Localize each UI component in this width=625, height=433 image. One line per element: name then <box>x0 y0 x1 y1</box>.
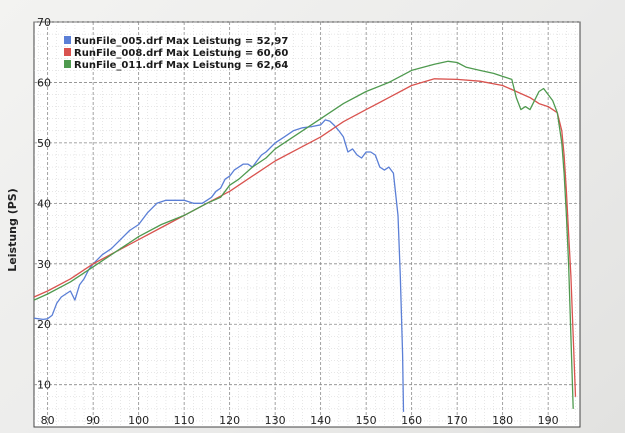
y-tick-label: 60 <box>37 76 51 89</box>
y-tick-label: 50 <box>37 137 51 150</box>
legend-label: RunFile_008.drf Max Leistung = 60,60 <box>74 48 288 59</box>
x-tick-label: 130 <box>265 414 286 427</box>
x-tick-label: 80 <box>41 414 55 427</box>
y-tick-label: 10 <box>37 379 51 392</box>
series-line-1 <box>33 119 405 412</box>
y-tick-label: 40 <box>37 197 51 210</box>
grid <box>34 21 580 427</box>
x-tick-label: 170 <box>447 414 468 427</box>
legend-swatch <box>64 48 71 56</box>
x-tick-label: 120 <box>219 414 240 427</box>
legend-swatch <box>64 36 71 44</box>
plot-area <box>33 21 581 428</box>
x-tick-label: 110 <box>174 414 195 427</box>
legend-swatch <box>64 60 71 68</box>
y-tick-labels: 10 20 30 40 50 60 70 <box>37 16 51 392</box>
x-tick-label: 190 <box>538 414 559 427</box>
y-tick-label: 30 <box>37 258 51 271</box>
x-tick-label: 140 <box>310 414 331 427</box>
legend: RunFile_005.drf Max Leistung = 52,97RunF… <box>64 36 288 71</box>
legend-label: RunFile_005.drf Max Leistung = 52,97 <box>74 36 288 47</box>
x-tick-label: 150 <box>356 414 377 427</box>
x-tick-labels: 80 90 100 110 120 130 140 150 160 170 180 190 <box>41 414 559 427</box>
series-line-3 <box>33 60 574 409</box>
x-tick-label: 100 <box>128 414 149 427</box>
x-tick-label: 160 <box>401 414 422 427</box>
y-tick-label: 70 <box>37 16 51 29</box>
series-lines <box>33 60 577 412</box>
x-tick-label: 180 <box>492 414 513 427</box>
y-tick-label: 20 <box>37 318 51 331</box>
x-tick-label: 90 <box>86 414 100 427</box>
y-axis-label: Leistung (PS) <box>6 188 19 271</box>
legend-label: RunFile_011.drf Max Leistung = 62,64 <box>74 60 288 71</box>
series-line-2 <box>33 78 577 397</box>
